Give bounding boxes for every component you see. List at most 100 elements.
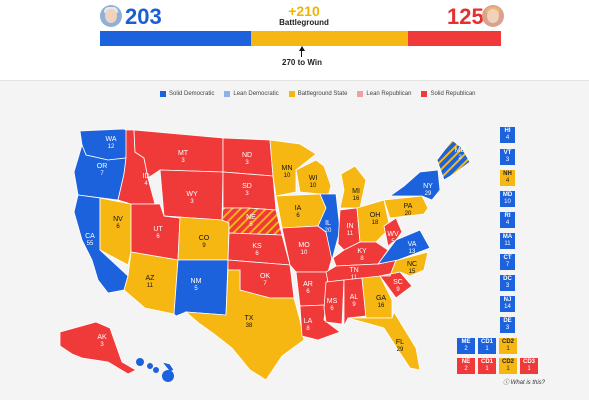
- state-label-ga: GA: [376, 295, 386, 302]
- small-state-nh[interactable]: NH 4: [500, 170, 515, 186]
- state-ms[interactable]: [323, 279, 345, 325]
- legend-item: Solid Republican: [421, 91, 476, 97]
- state-label-wa: WA: [105, 136, 116, 143]
- state-label-sc: SC: [393, 279, 403, 286]
- district-box-cd2[interactable]: CD2 1: [499, 338, 517, 354]
- state-label-nc: NC: [407, 261, 417, 268]
- battleground-label: Battleground: [279, 18, 329, 27]
- state-label-or: OR: [97, 163, 108, 170]
- legend-swatch: [357, 91, 364, 97]
- district-box-me[interactable]: ME 2: [457, 338, 475, 354]
- state-oh[interactable]: [356, 199, 391, 243]
- state-label-wv: WV: [387, 231, 399, 238]
- state-label-ok: OK: [260, 273, 270, 280]
- win-threshold-marker: [299, 46, 305, 51]
- small-state-label: NJ: [503, 297, 512, 303]
- state-ev-wy: 3: [190, 199, 194, 205]
- state-ev-nd: 3: [245, 160, 249, 166]
- district-label: CD1: [480, 339, 493, 345]
- state-label-mn: MN: [282, 165, 293, 172]
- republican-electoral-total: 125: [447, 4, 484, 29]
- state-nc[interactable]: [377, 251, 429, 277]
- small-state-dc[interactable]: DC 3: [500, 275, 515, 291]
- state-nv[interactable]: [99, 197, 132, 266]
- small-state-ev: 7: [505, 262, 510, 268]
- state-nm[interactable]: [173, 259, 229, 317]
- legend-swatch: [288, 91, 295, 97]
- state-label-la: LA: [304, 318, 313, 325]
- state-label-pa: PA: [404, 203, 413, 210]
- state-ga[interactable]: [361, 275, 393, 319]
- state-ar[interactable]: [295, 271, 329, 307]
- district-ev: 2: [464, 366, 468, 372]
- small-state-hi[interactable]: HI 4: [500, 127, 515, 143]
- legend-swatch: [224, 91, 231, 97]
- state-hi[interactable]: [160, 361, 175, 373]
- district-box-cd1[interactable]: CD1 1: [478, 358, 496, 374]
- small-state-de[interactable]: DE 3: [500, 317, 515, 333]
- small-state-md[interactable]: MD 10: [500, 191, 515, 207]
- hawaii-island[interactable]: [153, 367, 159, 373]
- district-box-cd2[interactable]: CD2 1: [499, 358, 517, 374]
- state-label-fl: FL: [396, 339, 404, 346]
- hawaii-island[interactable]: [147, 363, 153, 369]
- small-state-label: NH: [503, 171, 512, 177]
- state-il[interactable]: [317, 193, 341, 261]
- small-state-nj[interactable]: NJ 14: [500, 296, 515, 312]
- state-ev-ia: 6: [296, 213, 300, 219]
- state-ev-ar: 6: [306, 289, 310, 295]
- legend-label: Solid Republican: [430, 91, 476, 97]
- state-pa[interactable]: [383, 195, 429, 219]
- state-tx[interactable]: [184, 269, 305, 381]
- small-state-ma[interactable]: MA 11: [500, 233, 515, 249]
- small-state-ev: 3: [505, 157, 510, 163]
- small-state-ev: 11: [504, 241, 511, 247]
- state-sd[interactable]: [222, 171, 277, 211]
- win-threshold-label: 270 to Win: [282, 58, 322, 67]
- state-ev-nv: 6: [116, 224, 120, 230]
- what-is-this-link[interactable]: ⓘ What is this?: [503, 380, 546, 386]
- battleground-total: +210: [288, 3, 320, 19]
- hawaii-island[interactable]: [136, 358, 144, 366]
- small-state-ri[interactable]: RI 4: [500, 212, 515, 228]
- state-ev-me: 2: [458, 155, 462, 161]
- state-label-tx: TX: [245, 315, 254, 322]
- state-label-oh: OH: [370, 212, 381, 219]
- state-fl[interactable]: [347, 311, 421, 371]
- state-ev-ny: 29: [425, 191, 432, 197]
- state-mn[interactable]: [269, 139, 317, 197]
- legend-item: Lean Republican: [357, 91, 411, 97]
- state-me[interactable]: [436, 139, 471, 181]
- scoreboard-header: 203 +210 Battleground 125 270 to Win: [0, 0, 589, 81]
- district-ev: 1: [506, 346, 510, 352]
- state-ev-wv: 5: [391, 239, 395, 245]
- district-box-ne[interactable]: NE 2: [457, 358, 475, 374]
- state-label-al: AL: [350, 294, 359, 301]
- hawaii-island[interactable]: [162, 370, 174, 382]
- state-ev-ut: 6: [156, 234, 160, 240]
- state-wv[interactable]: [383, 217, 403, 247]
- state-ak[interactable]: [59, 321, 137, 375]
- state-label-ar: AR: [303, 281, 313, 288]
- district-label: NE: [461, 359, 471, 365]
- state-ev-mi: 16: [353, 196, 360, 202]
- district-box-cd3[interactable]: CD3 1: [520, 358, 538, 374]
- state-ev-pa: 20: [405, 211, 412, 217]
- state-ev-ok: 7: [263, 281, 267, 287]
- state-label-ut: UT: [153, 226, 163, 233]
- state-label-mo: MO: [298, 242, 310, 249]
- small-state-label: MA: [502, 234, 513, 240]
- state-al[interactable]: [343, 277, 367, 327]
- state-label-wy: WY: [186, 191, 198, 198]
- state-ev-ms: 6: [330, 306, 334, 312]
- district-box-cd1[interactable]: CD1 1: [478, 338, 496, 354]
- state-label-il: IL: [325, 220, 331, 227]
- state-va[interactable]: [377, 229, 431, 265]
- small-state-ct[interactable]: CT 7: [500, 254, 515, 270]
- state-ev-mn: 10: [284, 173, 291, 179]
- state-ny[interactable]: [388, 169, 441, 201]
- small-state-vt[interactable]: VT 3: [500, 149, 515, 165]
- state-ev-in: 11: [347, 231, 354, 237]
- what-is-this-text[interactable]: What is this?: [510, 380, 546, 386]
- state-ev-va: 13: [409, 249, 416, 255]
